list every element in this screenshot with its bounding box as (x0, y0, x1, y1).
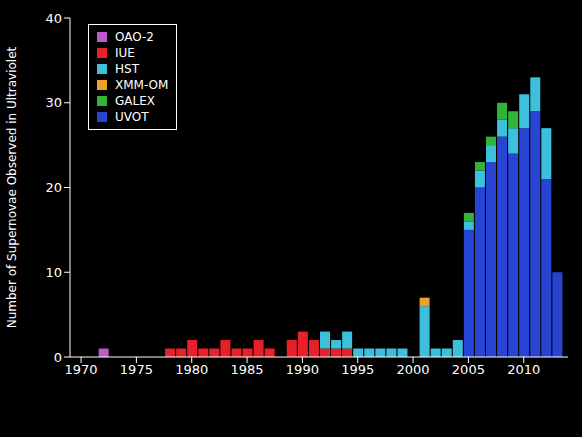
svg-text:0: 0 (54, 350, 62, 365)
svg-text:20: 20 (45, 180, 62, 195)
svg-text:1970: 1970 (65, 362, 98, 377)
html-text:GALEX: GALEX (115, 94, 155, 108)
svg-text:1975: 1975 (120, 362, 153, 377)
svg-text:2000: 2000 (397, 362, 430, 377)
svg-text:10: 10 (45, 265, 62, 280)
html-text:XMM-OM: XMM-OM (115, 78, 169, 92)
svg-text:Number of Supernovae Observed: Number of Supernovae Observed in Ultravi… (5, 46, 19, 328)
svg-text:1980: 1980 (175, 362, 208, 377)
svg-text:1985: 1985 (231, 362, 264, 377)
svg-text:1990: 1990 (286, 362, 319, 377)
html-text:IUE: IUE (115, 46, 135, 60)
svg-text:40: 40 (45, 11, 62, 26)
html-text:OAO-2: OAO-2 (115, 30, 154, 44)
svg-text:2005: 2005 (452, 362, 485, 377)
svg-text:1995: 1995 (341, 362, 374, 377)
svg-text:30: 30 (45, 95, 62, 110)
html-text:HST: HST (115, 62, 139, 76)
html-text:UVOT: UVOT (115, 110, 149, 124)
svg-text:2010: 2010 (507, 362, 540, 377)
